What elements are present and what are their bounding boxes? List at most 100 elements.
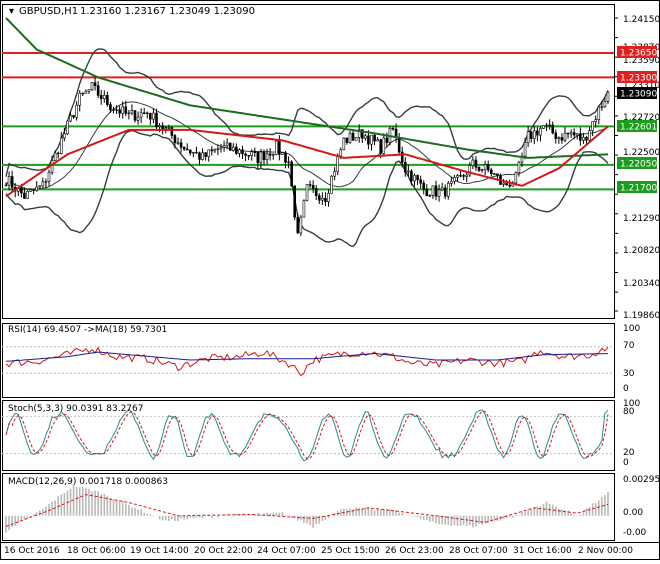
candle-94 <box>293 185 297 221</box>
candle-body-50 <box>158 125 161 128</box>
panel-frames <box>0 4 660 543</box>
candle-17 <box>56 151 60 159</box>
candle-body-98 <box>305 184 309 202</box>
candle-body-55 <box>173 135 177 144</box>
candle-body-137 <box>425 189 429 197</box>
candle-body-141 <box>437 189 441 197</box>
candle-16 <box>53 150 57 161</box>
candle-body-43 <box>136 116 140 121</box>
candle-body-114 <box>354 136 358 141</box>
tag-1.23300: 1.23300 <box>620 74 657 84</box>
tag-1.22601: 1.22601 <box>620 123 657 133</box>
candle-body-20 <box>66 120 69 135</box>
candle-body-86 <box>268 153 272 156</box>
candle-188 <box>582 132 585 144</box>
candle-142 <box>440 182 444 192</box>
candle-43 <box>136 111 140 125</box>
candle-104 <box>324 192 327 207</box>
candle-body-148 <box>459 175 462 177</box>
candle-body-92 <box>287 161 290 163</box>
candle-body-113 <box>351 132 355 141</box>
candle-body-144 <box>446 183 450 197</box>
macd-signal-line <box>5 494 609 527</box>
stoch-tick-20: 20 <box>623 448 635 458</box>
candle-body-122 <box>379 139 383 154</box>
candle-150 <box>465 171 469 183</box>
tag-bg-current <box>617 87 657 99</box>
candle-151 <box>468 161 472 177</box>
candle-63 <box>198 151 201 166</box>
tag-current-price: 1.23090 <box>620 90 657 100</box>
candle-23 <box>75 101 78 121</box>
stoch-main-line <box>5 408 609 462</box>
candle-111 <box>345 137 349 145</box>
bollinger-upper <box>5 48 609 177</box>
candle-body-159 <box>493 173 496 175</box>
candle-body-133 <box>413 175 416 182</box>
candle-120 <box>373 133 376 146</box>
candle-160 <box>496 173 499 179</box>
candle-167 <box>517 160 521 177</box>
candle-body-123 <box>382 137 386 154</box>
indicator-series <box>2 346 614 533</box>
candle-body-195 <box>603 101 607 107</box>
x-label-2: 19 Oct 14:00 <box>130 546 189 556</box>
candle-body-83 <box>259 151 263 164</box>
candle-179 <box>554 129 558 144</box>
candle-body-105 <box>327 192 330 202</box>
candle-body-130 <box>403 161 407 173</box>
candle-body-87 <box>271 154 275 156</box>
candle-85 <box>265 148 269 165</box>
candle-75 <box>235 143 238 155</box>
candle-body-91 <box>284 152 287 163</box>
candle-body-81 <box>253 151 257 153</box>
candle-138 <box>428 193 432 198</box>
candle-body-116 <box>360 129 364 139</box>
candle-body-9 <box>32 189 35 191</box>
candle-body-79 <box>247 155 250 157</box>
candle-33 <box>106 91 109 107</box>
candle-41 <box>130 104 134 116</box>
candle-135 <box>419 175 422 189</box>
candle-body-164 <box>508 184 512 187</box>
candle-body-183 <box>566 132 570 135</box>
candle-123 <box>382 133 386 155</box>
candle-body-139 <box>431 185 435 196</box>
tag-bg-1.23300 <box>617 71 657 83</box>
x-label-4: 24 Oct 07:00 <box>257 546 316 556</box>
candle-132 <box>410 169 413 186</box>
chart-triangle-icon: ▾ <box>9 6 14 17</box>
x-label-6: 26 Oct 23:00 <box>385 546 444 556</box>
candle-95 <box>296 213 300 234</box>
candle-body-42 <box>133 110 137 121</box>
candle-67 <box>210 146 214 156</box>
candle-49 <box>155 108 158 131</box>
candle-186 <box>575 133 579 140</box>
macd-tick-bottom: -0.00 <box>623 528 647 538</box>
rsi-line <box>5 346 609 377</box>
candle-body-88 <box>274 140 278 155</box>
candle-121 <box>376 137 379 142</box>
candle-137 <box>425 184 429 197</box>
candle-body-13 <box>44 181 48 183</box>
candle-body-29 <box>93 82 97 86</box>
candle-20 <box>66 120 69 136</box>
candle-76 <box>238 148 241 158</box>
x-label-8: 31 Oct 16:00 <box>513 546 572 556</box>
candle-body-34 <box>109 104 112 111</box>
candle-body-65 <box>204 152 207 157</box>
candle-body-30 <box>96 85 100 96</box>
candle-body-100 <box>311 185 315 189</box>
candle-65 <box>204 152 207 161</box>
candle-body-89 <box>278 140 281 155</box>
candle-21 <box>69 111 72 123</box>
candle-body-82 <box>256 151 260 164</box>
panel-macd <box>2 473 615 541</box>
candle-74 <box>231 143 235 152</box>
candle-27 <box>87 89 91 94</box>
candle-body-186 <box>575 133 579 136</box>
candle-body-196 <box>606 91 610 102</box>
candle-body-185 <box>572 132 576 136</box>
candle-body-32 <box>102 95 106 100</box>
